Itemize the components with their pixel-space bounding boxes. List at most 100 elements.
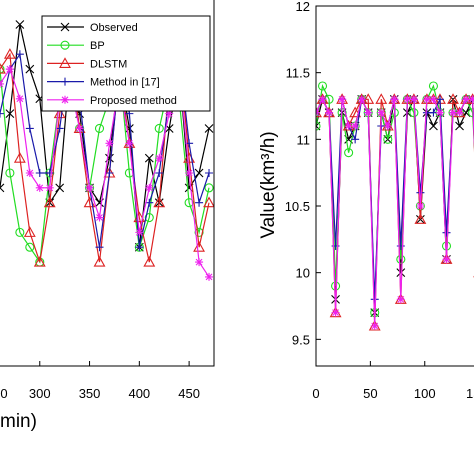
- data-point: [144, 212, 154, 223]
- data-point: [45, 169, 54, 177]
- legend-entry: BP: [47, 40, 105, 52]
- data-point: [338, 95, 347, 104]
- data-point: [429, 121, 438, 131]
- data-point: [5, 168, 15, 178]
- data-point: [318, 95, 327, 104]
- data-point: [449, 108, 458, 117]
- data-point: [316, 121, 321, 131]
- data-point: [364, 108, 373, 117]
- x-axis-label: min): [0, 411, 37, 432]
- data-point: [349, 106, 362, 118]
- data-point: [125, 139, 134, 148]
- data-point: [317, 81, 328, 91]
- data-point: [370, 295, 379, 304]
- data-point: [344, 122, 353, 130]
- data-point: [154, 123, 164, 134]
- data-point: [35, 169, 44, 177]
- data-point: [396, 295, 405, 304]
- data-point: [195, 198, 204, 207]
- y-tick-label: 9.5: [292, 332, 310, 347]
- data-point: [15, 50, 24, 59]
- data-point: [455, 108, 464, 117]
- data-point: [204, 183, 214, 193]
- data-point: [165, 109, 174, 118]
- data-point: [325, 108, 334, 117]
- legend-label: Observed: [90, 22, 138, 34]
- y-tick-label: 12: [296, 0, 310, 14]
- data-point: [468, 95, 474, 104]
- data-point: [93, 255, 106, 267]
- x-tick-label: 450: [178, 386, 200, 401]
- x-tick-label: 350: [79, 386, 101, 401]
- data-point: [409, 95, 418, 104]
- data-point: [25, 64, 35, 74]
- legend-marker: [60, 40, 70, 50]
- data-point: [75, 124, 84, 133]
- data-point: [383, 122, 392, 130]
- data-point: [185, 169, 194, 177]
- legend-entry: Proposed method: [47, 95, 177, 107]
- data-point: [377, 108, 386, 117]
- data-point: [95, 213, 104, 222]
- data-point: [331, 308, 340, 317]
- data-point: [422, 95, 431, 104]
- data-point: [442, 255, 451, 264]
- data-point: [390, 95, 399, 104]
- y-axis-label: Value(km³/h): [258, 131, 279, 238]
- data-point: [25, 169, 34, 177]
- data-point: [145, 198, 154, 207]
- data-point: [144, 153, 154, 163]
- data-point: [396, 242, 405, 250]
- data-point: [428, 81, 439, 91]
- data-point: [205, 272, 214, 281]
- x-tick-label-partial: 15: [466, 386, 474, 401]
- data-point: [5, 109, 15, 119]
- data-point: [45, 183, 54, 192]
- x-tick-label: 0: [312, 386, 319, 401]
- series-5: [316, 95, 474, 330]
- data-point: [370, 322, 379, 330]
- data-point: [203, 196, 214, 208]
- right-chart: 9.5 10 10.5 11 11.5 12 0 50 100 15 Value(km³/h): [258, 0, 474, 401]
- y-tick-label: 11.5: [286, 66, 310, 81]
- data-point: [442, 228, 451, 237]
- data-point: [193, 241, 206, 252]
- data-point: [15, 20, 25, 29]
- legend-label: DLSTM: [90, 58, 127, 70]
- data-point: [25, 124, 34, 133]
- data-point: [35, 183, 44, 192]
- x-tick-label-partial: 0: [0, 386, 7, 401]
- data-point: [153, 196, 166, 208]
- data-point: [403, 95, 412, 104]
- data-point: [85, 183, 94, 192]
- data-point: [204, 124, 214, 133]
- legend-label: Proposed method: [90, 95, 177, 107]
- legend-marker: [59, 57, 71, 68]
- y-tick-label: 10.5: [285, 199, 310, 214]
- data-point: [33, 255, 46, 267]
- data-point: [396, 268, 406, 278]
- data-point: [135, 228, 144, 237]
- legend-marker: [61, 95, 69, 104]
- data-point: [455, 121, 464, 131]
- data-point: [375, 93, 388, 104]
- data-point: [331, 281, 341, 291]
- data-point: [13, 152, 26, 163]
- data-point: [135, 243, 144, 252]
- legend-label: Method in [17]: [90, 77, 160, 89]
- legend-entry: Method in [17]: [47, 77, 160, 89]
- data-point: [145, 183, 154, 192]
- data-point: [447, 93, 459, 104]
- y-tick-label: 11: [297, 132, 311, 147]
- data-point: [414, 213, 427, 224]
- data-point: [383, 134, 393, 144]
- data-point: [143, 255, 156, 267]
- data-point: [435, 108, 444, 117]
- legend: Observed BP DLSTM Method in [17] Proposed me…: [41, 15, 211, 112]
- data-point: [15, 227, 25, 237]
- axes-frame: [0, 0, 215, 367]
- series-line: [316, 97, 474, 327]
- data-point: [94, 123, 105, 134]
- data-point: [5, 65, 14, 74]
- x-tick-label: 50: [363, 386, 377, 401]
